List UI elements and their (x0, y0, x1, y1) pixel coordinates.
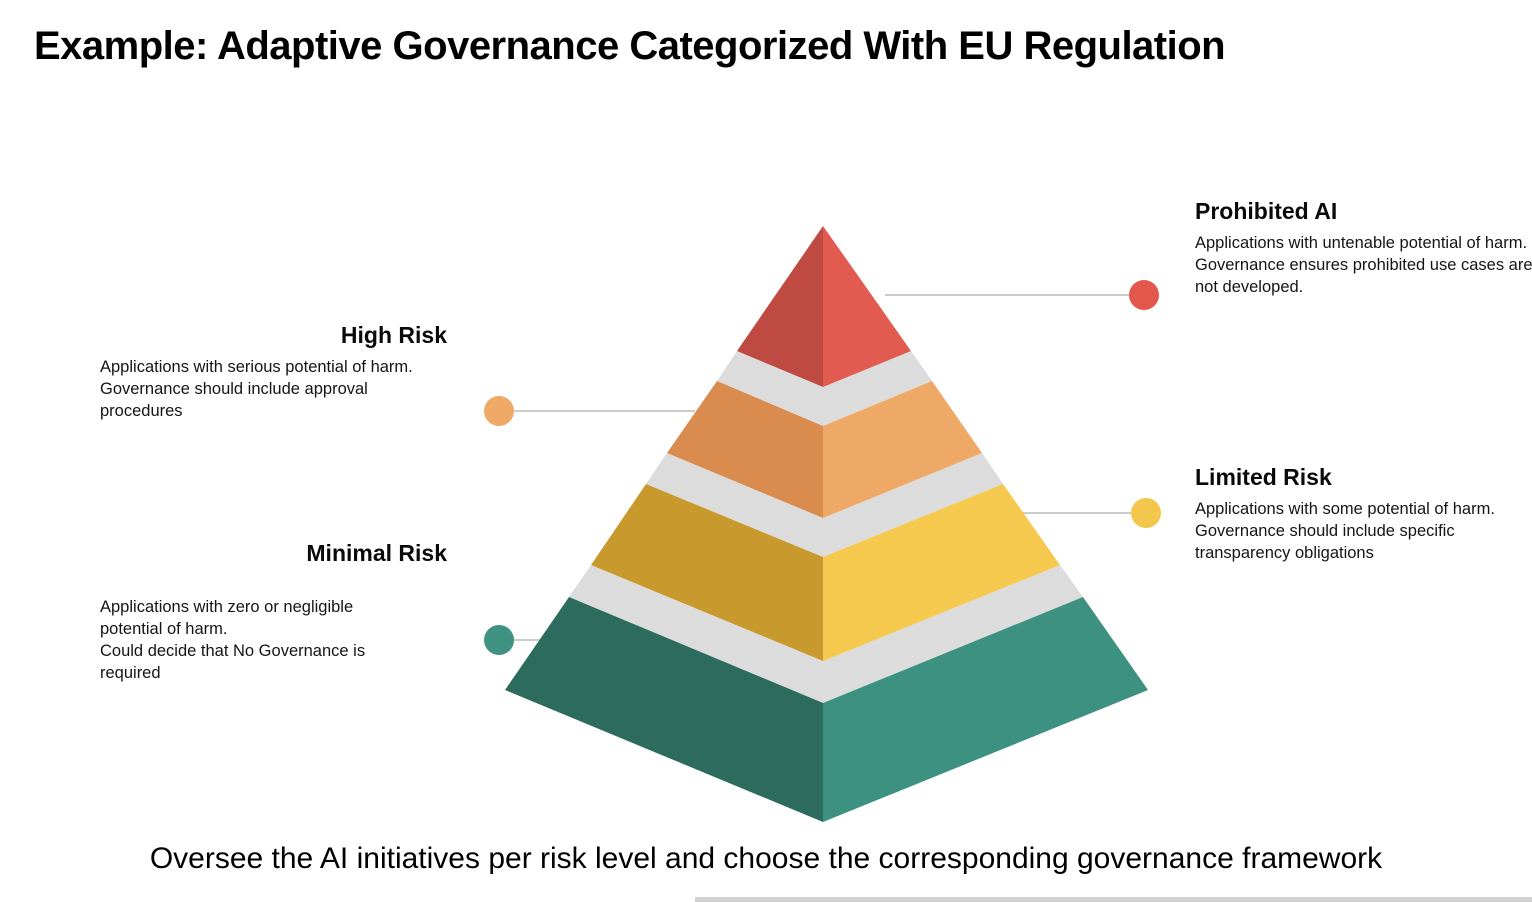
pyramid-separator-1 (717, 351, 932, 426)
level-description-line: Applications with untenable potential of… (1195, 234, 1528, 252)
level-heading-prohibited: Prohibited AI (1195, 198, 1338, 224)
label-block-minimal-risk: Minimal Risk Applications with zero or n… (100, 538, 447, 684)
level-description-line: Governance ensures prohibited use cases … (1195, 256, 1532, 296)
label-block-limited-risk: Limited Risk Applications with some pote… (1195, 462, 1532, 564)
level-description-line: Applications with serious potential of h… (100, 358, 413, 376)
high-risk-dot-icon (484, 396, 514, 426)
minimal-risk-dot-icon (484, 625, 514, 655)
label-block-high-risk: High Risk Applications with serious pote… (100, 320, 447, 422)
limited-risk-dot-icon (1131, 498, 1161, 528)
pyramid-separator-2 (646, 453, 1003, 557)
pyramid-layer-high-right-face (823, 381, 982, 518)
level-description-line: Governance should include approval proce… (100, 380, 368, 420)
pyramid-layer-high-left-face (667, 381, 823, 518)
pyramid-layer-limited-right-face (823, 484, 1060, 661)
level-description-line: Governance should include specific trans… (1195, 522, 1455, 562)
bottom-caption: Oversee the AI initiatives per risk leve… (149, 842, 1383, 875)
level-dots (484, 280, 1161, 655)
connector-lines (514, 294, 1131, 641)
pyramid-layer-prohibited-right-face (823, 226, 911, 387)
pyramid-layer-minimal-right-face (823, 597, 1148, 822)
pyramid-layer-minimal-left-face (505, 597, 823, 822)
level-description-line: Could decide that No Governance is requi… (100, 642, 366, 682)
pyramid-separator-3 (569, 565, 1083, 703)
level-heading-high: High Risk (340, 322, 447, 348)
pyramid-layers (505, 226, 1148, 822)
page-title: Example: Adaptive Governance Categorized… (34, 24, 1226, 68)
pyramid-separators (569, 351, 1083, 703)
pyramid-layer-limited-left-face (591, 484, 823, 661)
level-description-line: Applications with some potential of harm… (1195, 500, 1495, 518)
prohibited-dot-icon (1129, 280, 1159, 310)
pyramid-layer-prohibited-left-face (737, 226, 823, 387)
label-block-prohibited-ai: Prohibited AI Applications with untenabl… (1195, 196, 1532, 298)
level-heading-minimal: Minimal Risk (306, 540, 447, 566)
level-heading-limited: Limited Risk (1195, 464, 1332, 490)
level-description-line: Applications with zero or negligible pot… (100, 598, 354, 638)
bottom-divider (695, 897, 1532, 902)
